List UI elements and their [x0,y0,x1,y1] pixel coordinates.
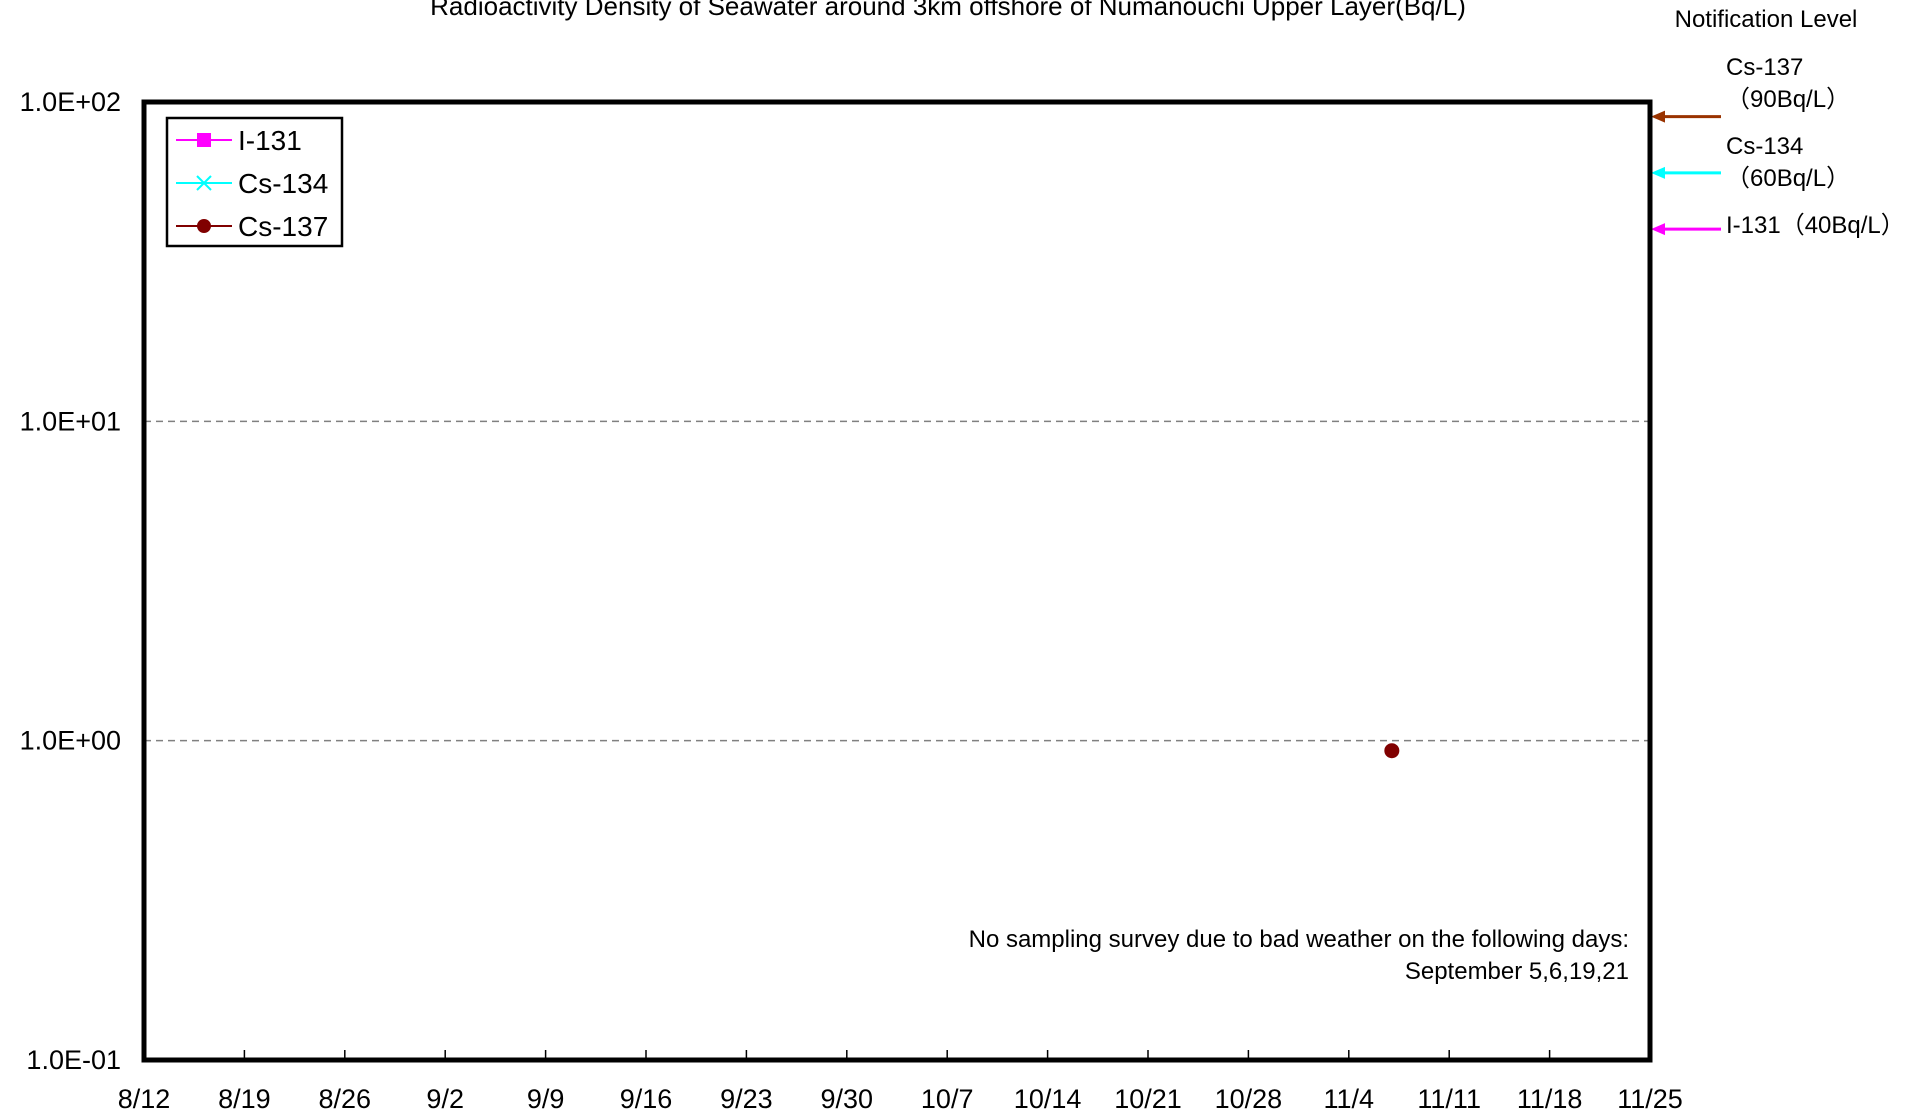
legend-item-cs-137: Cs-137 [176,211,328,242]
x-tick-label: 10/14 [1014,1084,1082,1113]
annotation-line-2: September 5,6,19,21 [1405,958,1629,985]
notification-cs134-value: （60Bq/L） [1726,165,1850,192]
x-tick-label: 11/11 [1417,1084,1481,1113]
x-tick-label: 11/4 [1324,1084,1375,1113]
data-point-cs-137 [1384,743,1400,759]
x-tick-label: 9/30 [821,1084,874,1113]
notification-cs137-value: （90Bq/L） [1726,86,1850,113]
legend-marker-cs-134 [196,175,212,191]
x-tick-label: 9/2 [426,1084,464,1113]
y-tick-label: 1.0E-01 [26,1045,121,1075]
legend-label-cs-137: Cs-137 [238,211,328,242]
x-tick-label: 9/23 [720,1084,773,1113]
legend-label-cs-134: Cs-134 [238,168,328,199]
x-tick-label: 10/21 [1114,1084,1182,1113]
legend-item-i-131: I-131 [176,125,302,156]
notification-cs134-label: Cs-134 [1726,133,1803,160]
annotation-line-1: No sampling survey due to bad weather on… [969,926,1629,953]
x-tick-label: 9/9 [527,1084,565,1113]
notification-level-title: Notification Level [1675,6,1858,33]
notification-i131-label: I-131（40Bq/L） [1726,212,1905,239]
x-tick-label: 8/12 [118,1084,171,1113]
legend-marker-cs-137 [197,219,211,233]
y-tick-label: 1.0E+01 [20,406,121,436]
y-tick-label: 1.0E+00 [20,726,121,756]
x-axis: 8/12 8/19 8/26 9/2 9/9 9/16 9/23 9/30 10/7 10/14 1… [118,1050,1683,1113]
legend-label-i-131: I-131 [238,125,302,156]
legend-item-cs-134: Cs-134 [176,168,328,199]
plot-area [141,99,1653,1063]
x-tick-label: 8/19 [218,1084,271,1113]
notification-arrow-cs-137 [1651,110,1721,123]
x-tick-label: 11/18 [1517,1084,1583,1113]
x-tick-label: 8/26 [319,1084,372,1113]
notification-arrow-i-131 [1651,223,1721,236]
x-tick-label: 9/16 [620,1084,673,1113]
legend: I-131 Cs-134 Cs-137 [165,116,344,248]
annotation: No sampling survey due to bad weather on… [969,926,1629,985]
y-tick-label: 1.0E+02 [20,87,121,117]
y-axis: 1.0E+02 1.0E+01 1.0E+00 1.0E-01 [20,87,121,1075]
x-tick-label: 11/25 [1617,1084,1683,1113]
x-tick-label: 10/28 [1215,1084,1283,1113]
grid [144,420,1650,742]
notification-level: Notification Level Cs-137 （90Bq/L） Cs-13… [1651,6,1905,239]
notification-arrow-cs-134 [1651,166,1721,179]
notification-cs137-label: Cs-137 [1726,54,1803,81]
chart-title: Radioactivity Density of Seawater around… [430,0,1466,21]
legend-marker-i-131 [197,133,211,147]
x-tick-label: 10/7 [921,1084,974,1113]
